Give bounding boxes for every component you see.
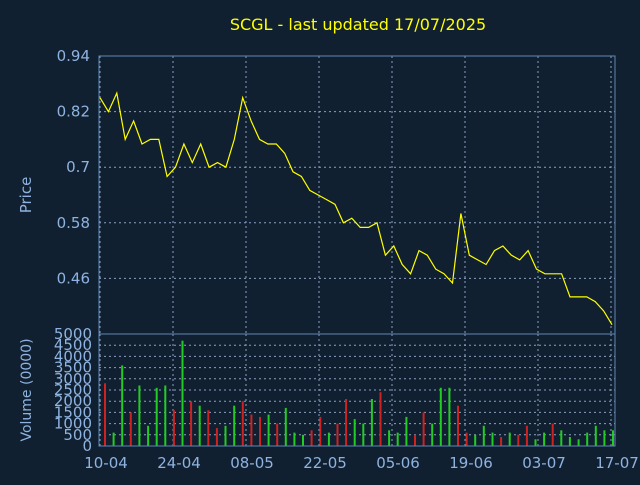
- volume-bars: [104, 340, 614, 446]
- price-tick-label: 0.58: [57, 214, 90, 232]
- volume-bar: [603, 430, 606, 446]
- volume-bar: [439, 387, 442, 446]
- volume-tick-label: 3000: [54, 370, 92, 388]
- volume-bar: [198, 405, 201, 446]
- volume-bar: [310, 430, 313, 446]
- price-line: [99, 91, 613, 326]
- price-tick-label: 0.94: [57, 47, 90, 65]
- volume-bar: [568, 437, 571, 446]
- volume-bar: [422, 412, 425, 446]
- volume-bar: [276, 423, 279, 446]
- volume-bar: [594, 425, 597, 446]
- volume-bar: [525, 425, 528, 446]
- volume-bar: [327, 432, 330, 446]
- volume-bar: [284, 407, 287, 446]
- volume-bar: [155, 387, 158, 446]
- volume-bar: [215, 428, 218, 446]
- x-tick-label: 24-04: [157, 454, 201, 472]
- volume-bar: [612, 430, 614, 446]
- volume-bar: [345, 399, 348, 446]
- volume-bar: [353, 419, 356, 446]
- volume-bar: [474, 434, 477, 446]
- volume-tick-label: 3500: [54, 359, 92, 377]
- price-grid: [99, 55, 615, 334]
- x-tick-label: 10-04: [84, 454, 128, 472]
- volume-bar: [233, 405, 236, 446]
- x-tick-labels: 10-04 24-04 08-05 22-05 05-06 19-06 03-07 17-07: [84, 454, 639, 472]
- volume-bar: [207, 410, 210, 446]
- volume-bar: [250, 414, 253, 446]
- volume-tick-label: 2000: [54, 392, 92, 410]
- volume-bar: [190, 401, 193, 446]
- x-tick-label: 03-07: [522, 454, 566, 472]
- volume-bar: [104, 383, 106, 446]
- volume-bar: [293, 432, 296, 446]
- volume-bar: [379, 392, 382, 446]
- volume-tick-label: 0: [82, 437, 92, 455]
- volume-bar: [405, 416, 408, 446]
- price-tick-labels: 0.94 0.82 0.7 0.58 0.46: [57, 47, 90, 287]
- volume-bar: [267, 414, 270, 446]
- volume-bar: [112, 432, 115, 446]
- volume-bar: [457, 405, 459, 446]
- volume-bar: [302, 434, 304, 446]
- price-axis-label: Price: [17, 177, 35, 214]
- volume-bar: [491, 432, 494, 446]
- volume-bar: [259, 416, 261, 446]
- volume-bar: [164, 385, 167, 446]
- volume-bar: [543, 432, 546, 446]
- volume-bar: [482, 425, 485, 446]
- volume-bar: [586, 432, 589, 446]
- x-tick-label: 19-06: [449, 454, 493, 472]
- volume-bar: [500, 437, 503, 446]
- volume-bar: [129, 412, 132, 446]
- volume-bar: [121, 365, 124, 446]
- volume-bar: [396, 432, 399, 446]
- price-line-group: [99, 91, 613, 326]
- volume-bar: [224, 425, 227, 446]
- volume-bar: [336, 423, 339, 446]
- volume-bar: [362, 423, 365, 446]
- chart-title: SCGL - last updated 17/07/2025: [230, 15, 486, 34]
- volume-bar: [388, 430, 391, 446]
- price-tick-label: 0.46: [57, 269, 90, 287]
- volume-bar: [370, 399, 373, 446]
- volume-bar: [517, 434, 520, 446]
- volume-tick-label: 4500: [54, 336, 92, 354]
- x-tick-label: 08-05: [230, 454, 274, 472]
- volume-bar: [508, 432, 511, 446]
- volume-bar: [172, 410, 175, 446]
- volume-panel-frame: [98, 333, 616, 447]
- volume-bar: [319, 416, 322, 446]
- volume-bar: [241, 401, 244, 446]
- volume-tick-label: 4000: [54, 347, 92, 365]
- volume-bar: [448, 387, 451, 446]
- x-tick-label: 22-05: [303, 454, 347, 472]
- volume-grid: [99, 333, 615, 447]
- volume-bar: [577, 439, 580, 446]
- x-tick-label: 05-06: [376, 454, 420, 472]
- volume-bar: [138, 385, 141, 446]
- price-tick-label: 0.7: [66, 158, 90, 176]
- volume-tick-label: 1000: [54, 415, 92, 433]
- price-tick-label: 0.82: [57, 103, 90, 121]
- volume-bar: [414, 434, 416, 446]
- volume-tick-label: 5000: [54, 325, 92, 343]
- volume-tick-label: 1500: [54, 403, 92, 421]
- volume-bar: [551, 423, 554, 446]
- volume-tick-label: 2500: [54, 381, 92, 399]
- volume-bar: [534, 439, 537, 446]
- volume-bar: [147, 425, 150, 446]
- volume-axis-label: Volume (0000): [19, 338, 35, 441]
- volume-bar: [431, 423, 434, 446]
- x-tick-label: 17-07: [595, 454, 639, 472]
- volume-tick-label: 500: [63, 426, 92, 444]
- volume-bar: [465, 432, 468, 446]
- volume-bar: [560, 430, 563, 446]
- volume-bar: [181, 340, 184, 446]
